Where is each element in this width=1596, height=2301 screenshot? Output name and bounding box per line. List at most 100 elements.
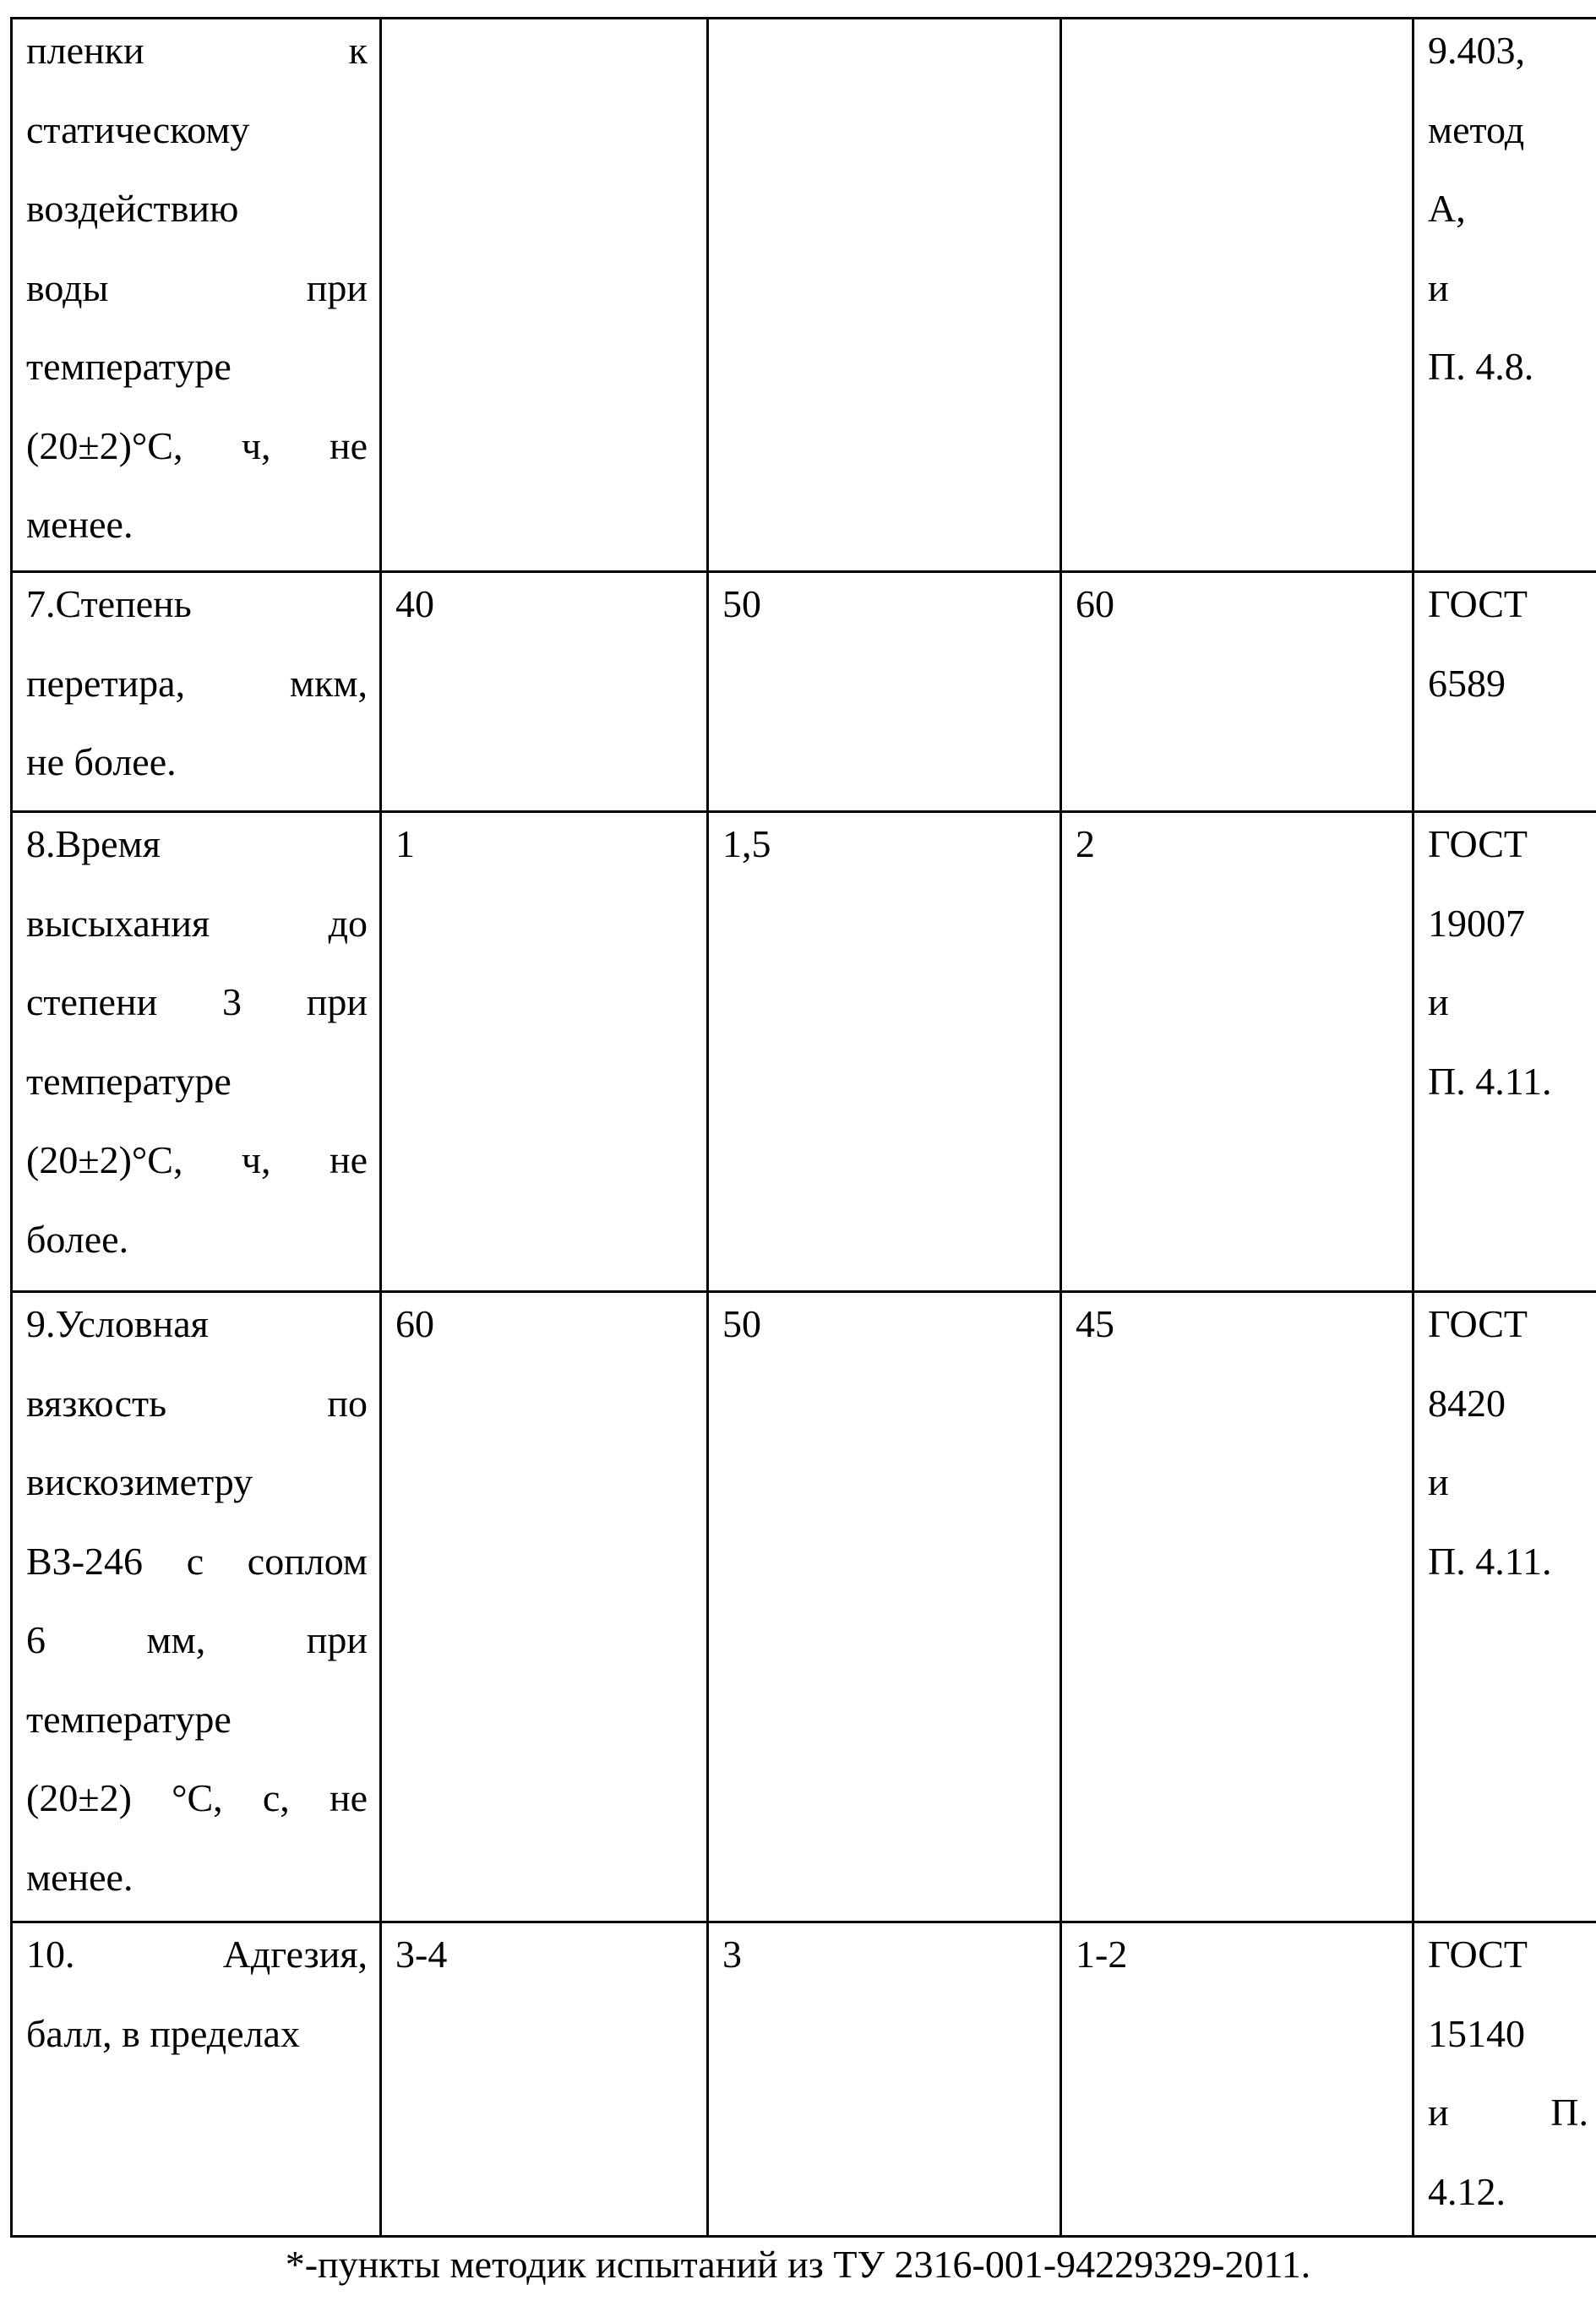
cell-text: 8.Времявысыхания достепени 3 притемперат… (26, 804, 368, 1279)
cell-text: пленки кстатическомувоздействиюводы прит… (26, 11, 368, 564)
text-line: и (1428, 962, 1588, 1042)
text-line: П. 4.8. (1428, 327, 1588, 406)
cell-text: 50 (722, 1284, 1048, 1364)
cell-text: ГОСТ15140и П.4.12. (1428, 1915, 1588, 2231)
text-line: вязкость по (26, 1364, 368, 1443)
cell-text: 2 (1076, 804, 1400, 884)
cell-text: 1-2 (1076, 1915, 1400, 1994)
indicator-cell: 10. Адгезия,балл, в пределах (12, 1922, 381, 2237)
text-line: более. (26, 1200, 368, 1279)
text-line: 60 (395, 1284, 695, 1364)
text-line: 8420 (1428, 1364, 1588, 1443)
cell-text: 60 (395, 1284, 695, 1364)
value-cell-2: 1,5 (708, 812, 1061, 1292)
specification-table: пленки кстатическомувоздействиюводы прит… (10, 17, 1596, 2238)
table-row: 8.Времявысыхания достепени 3 притемперат… (12, 812, 1596, 1292)
text-line: ГОСТ (1428, 564, 1588, 644)
text-line: П. 4.11. (1428, 1522, 1588, 1601)
text-line: 2 (1076, 804, 1400, 884)
value-cell-1: 1 (381, 812, 708, 1292)
value-cell-2 (708, 19, 1061, 572)
footnote: *-пункты методик испытаний из ТУ 2316-00… (0, 2239, 1596, 2290)
cell-text: 9.Условнаявязкость повискозиметруВЗ-246 … (26, 1284, 368, 1917)
table-row: 9.Условнаявязкость повискозиметруВЗ-246 … (12, 1292, 1596, 1922)
text-line: 7.Степень (26, 564, 368, 644)
test-method-cell: ГОСТ6589 (1414, 572, 1596, 812)
value-cell-3: 2 (1061, 812, 1414, 1292)
cell-text: 45 (1076, 1284, 1400, 1364)
value-cell-1: 60 (381, 1292, 708, 1922)
text-line: и (1428, 1442, 1588, 1522)
cell-text: 1,5 (722, 804, 1048, 884)
text-line: 50 (722, 1284, 1048, 1364)
indicator-cell: 9.Условнаявязкость повискозиметруВЗ-246 … (12, 1292, 381, 1922)
value-cell-2: 50 (708, 1292, 1061, 1922)
cell-text: 1 (395, 804, 695, 884)
text-line: и П. (1428, 2073, 1588, 2152)
text-line: 1-2 (1076, 1915, 1400, 1994)
text-line: ВЗ-246 с соплом (26, 1522, 368, 1601)
text-line: 1,5 (722, 804, 1048, 884)
value-cell-3: 1-2 (1061, 1922, 1414, 2237)
text-line: степени 3 при (26, 962, 368, 1042)
text-line: 19007 (1428, 884, 1588, 963)
text-line: 3-4 (395, 1915, 695, 1994)
test-method-cell: ГОСТ8420иП. 4.11. (1414, 1292, 1596, 1922)
text-line: вискозиметру (26, 1442, 368, 1522)
text-line: ГОСТ (1428, 1915, 1588, 1994)
text-line: П. 4.11. (1428, 1042, 1588, 1121)
value-cell-1: 40 (381, 572, 708, 812)
cell-text: 60 (1076, 564, 1400, 644)
value-cell-3: 60 (1061, 572, 1414, 812)
text-line: 40 (395, 564, 695, 644)
table-row: 10. Адгезия,балл, в пределах3-431-2ГОСТ1… (12, 1922, 1596, 2237)
indicator-cell: 7.Степеньперетира, мкм,не более. (12, 572, 381, 812)
value-cell-2: 3 (708, 1922, 1061, 2237)
cell-text: 7.Степеньперетира, мкм,не более. (26, 564, 368, 802)
table-row: пленки кстатическомувоздействиюводы прит… (12, 19, 1596, 572)
text-line: балл, в пределах (26, 1994, 368, 2074)
text-line: и (1428, 248, 1588, 328)
text-line: 3 (722, 1915, 1048, 1994)
text-line: (20±2)°С, ч, не (26, 406, 368, 486)
test-method-cell: ГОСТ15140и П.4.12. (1414, 1922, 1596, 2237)
value-cell-1 (381, 19, 708, 572)
text-line: статическому (26, 90, 368, 170)
text-line: (20±2) °С, с, не (26, 1758, 368, 1838)
text-line: высыхания до (26, 884, 368, 963)
cell-text: ГОСТ6589 (1428, 564, 1588, 722)
text-line: 6 мм, при (26, 1600, 368, 1680)
cell-text: ГОСТ8420иП. 4.11. (1428, 1284, 1588, 1600)
indicator-cell: 8.Времявысыхания достепени 3 притемперат… (12, 812, 381, 1292)
text-line: 9.403, (1428, 11, 1588, 90)
text-line: 45 (1076, 1284, 1400, 1364)
text-line: А, (1428, 169, 1588, 248)
cell-text: 3 (722, 1915, 1048, 1994)
text-line: перетира, мкм, (26, 644, 368, 723)
text-line: воды при (26, 248, 368, 328)
test-method-cell: ГОСТ19007иП. 4.11. (1414, 812, 1596, 1292)
text-line: 4.12. (1428, 2152, 1588, 2232)
text-line: температуре (26, 1042, 368, 1121)
text-line: ГОСТ (1428, 804, 1588, 884)
text-line: менее. (26, 1838, 368, 1917)
text-line: температуре (26, 1680, 368, 1759)
text-line: 1 (395, 804, 695, 884)
text-line: 60 (1076, 564, 1400, 644)
value-cell-3 (1061, 19, 1414, 572)
text-line: не более. (26, 722, 368, 802)
text-line: 10. Адгезия, (26, 1915, 368, 1994)
text-line: ГОСТ (1428, 1284, 1588, 1364)
text-line: 15140 (1428, 1994, 1588, 2074)
text-line: 8.Время (26, 804, 368, 884)
cell-text: 10. Адгезия,балл, в пределах (26, 1915, 368, 2073)
text-line: (20±2)°С, ч, не (26, 1121, 368, 1200)
indicator-cell: пленки кстатическомувоздействиюводы прит… (12, 19, 381, 572)
cell-text: 50 (722, 564, 1048, 644)
text-line: пленки к (26, 11, 368, 90)
text-line: воздействию (26, 169, 368, 248)
table-row: 7.Степеньперетира, мкм,не более.405060ГО… (12, 572, 1596, 812)
cell-text: 40 (395, 564, 695, 644)
text-line: метод (1428, 90, 1588, 170)
test-method-cell: 9.403,методА,иП. 4.8. (1414, 19, 1596, 572)
